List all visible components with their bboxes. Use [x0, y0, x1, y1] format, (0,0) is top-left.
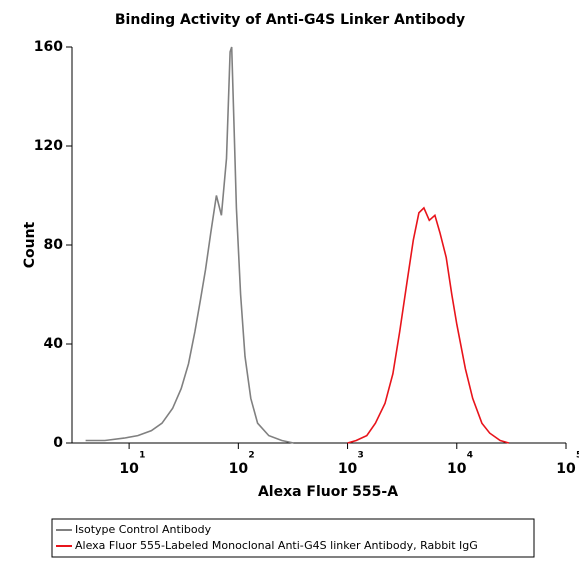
x-tick-exponent: 4	[467, 451, 473, 461]
y-axis-label: Count	[22, 221, 38, 268]
series-line	[347, 206, 510, 444]
x-tick-label: 10	[229, 461, 249, 477]
series-line	[85, 46, 294, 444]
x-tick-label: 10	[447, 461, 467, 477]
x-tick-label: 10	[338, 461, 358, 477]
y-tick-label: 80	[44, 237, 64, 253]
y-tick-label: 40	[44, 336, 64, 352]
legend-label: Isotype Control Antibody	[75, 523, 212, 536]
x-axis-label: Alexa Fluor 555-A	[258, 484, 398, 500]
y-tick-label: 0	[53, 435, 63, 451]
legend-label: Alexa Fluor 555-Labeled Monoclonal Anti-…	[75, 539, 478, 552]
x-tick-exponent: 2	[248, 451, 254, 461]
chart-title: Binding Activity of Anti-G4S Linker Anti…	[115, 12, 465, 28]
x-tick-exponent: 3	[358, 451, 364, 461]
x-tick-label: 10	[119, 461, 139, 477]
x-tick-label: 10	[556, 461, 576, 477]
y-tick-label: 120	[34, 138, 63, 154]
legend-box	[51, 518, 535, 558]
y-tick-label: 160	[34, 39, 63, 55]
x-tick-exponent: 5	[576, 451, 579, 461]
x-tick-exponent: 1	[139, 451, 145, 461]
